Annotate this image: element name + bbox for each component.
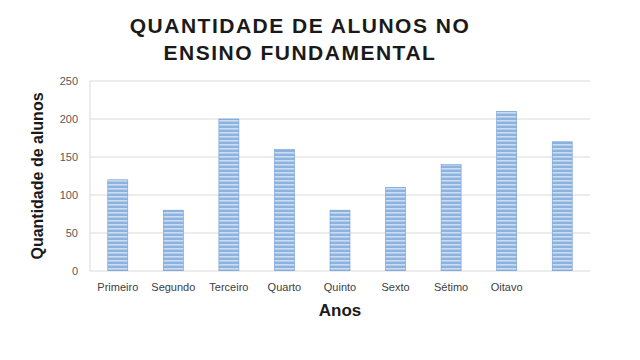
bar xyxy=(386,187,406,271)
bar xyxy=(219,119,239,271)
title: QUANTIDADE DE ALUNOS NOENSINO FUNDAMENTA… xyxy=(130,14,471,64)
x-tick-label: Primeiro xyxy=(97,281,138,293)
bar xyxy=(441,165,461,271)
x-tick-label: Segundo xyxy=(151,281,195,293)
bars xyxy=(108,111,572,271)
y-tick-label: 100 xyxy=(60,189,78,201)
bar xyxy=(274,149,294,271)
bar xyxy=(330,210,350,271)
x-tick-label: Quarto xyxy=(268,281,302,293)
chart: QUANTIDADE DE ALUNOS NOENSINO FUNDAMENTA… xyxy=(0,0,640,360)
grid-line xyxy=(90,81,590,82)
x-tick-label: Sexto xyxy=(381,281,409,293)
x-tick-label: Oitavo xyxy=(491,281,523,293)
x-tick-label: Quinto xyxy=(324,281,356,293)
x-axis-label: Anos xyxy=(319,301,362,320)
bar xyxy=(163,210,183,271)
x-tick-label: Terceiro xyxy=(209,281,248,293)
chart-root: QUANTIDADE DE ALUNOS NOENSINO FUNDAMENTA… xyxy=(0,0,640,360)
y-tick-label: 250 xyxy=(60,75,78,87)
y-tick-label: 200 xyxy=(60,113,78,125)
x-tick-label: Sétimo xyxy=(434,281,468,293)
bar xyxy=(497,111,517,271)
y-tick-label: 50 xyxy=(66,227,78,239)
bar xyxy=(552,142,572,271)
y-tick-label: 150 xyxy=(60,151,78,163)
bar xyxy=(108,180,128,271)
y-axis xyxy=(90,81,91,271)
y-axis-label: Quantidade de alunos xyxy=(29,92,46,259)
y-tick-label: 0 xyxy=(72,265,78,277)
